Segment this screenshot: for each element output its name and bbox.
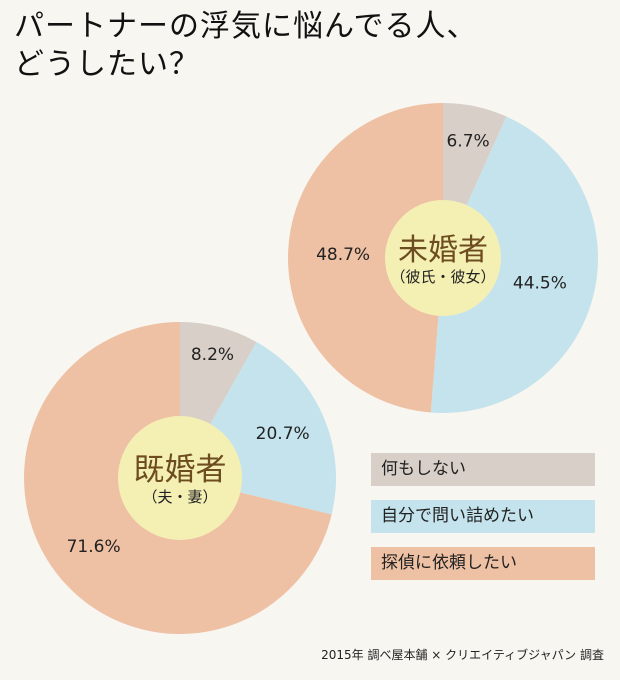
unmarried-center-title: 未婚者 bbox=[398, 233, 488, 268]
title-line-2: どうしたい？ bbox=[14, 47, 200, 82]
unmarried-label-detective: 48.7% bbox=[316, 245, 370, 265]
unmarried-slice-detective bbox=[288, 103, 443, 413]
pie-unmarried: 6.7% 44.5% 48.7% 未婚者（彼氏・彼女） bbox=[288, 103, 598, 413]
married-center-subtitle: （夫・妻） bbox=[142, 488, 217, 506]
unmarried-center-circle bbox=[385, 200, 501, 316]
legend-label-confront: 自分で問い詰めたい bbox=[381, 506, 534, 526]
source-credit: 2015年 調べ屋本舗 × クリエイティブジャパン 調査 bbox=[321, 648, 604, 662]
legend-item-confront: 自分で問い詰めたい bbox=[371, 500, 595, 533]
unmarried-center-subtitle: （彼氏・彼女） bbox=[390, 268, 495, 286]
married-label-detective: 71.6% bbox=[67, 537, 121, 557]
married-center-title: 既婚者 bbox=[134, 452, 227, 488]
married-label-confront: 20.7% bbox=[256, 424, 310, 444]
unmarried-slice-confront bbox=[430, 116, 598, 413]
unmarried-label-confront: 44.5% bbox=[513, 274, 567, 294]
married-label-nothing: 8.2% bbox=[191, 345, 234, 365]
legend-item-nothing: 何もしない bbox=[371, 453, 595, 486]
unmarried-label-nothing: 6.7% bbox=[446, 132, 489, 152]
chart-title: パートナーの浮気に悩んでる人、 どうしたい？ bbox=[14, 8, 478, 84]
pie-married: 8.2% 20.7% 71.6% 既婚者（夫・妻） bbox=[24, 322, 337, 634]
legend-label-nothing: 何もしない bbox=[381, 459, 466, 479]
title-line-1: パートナーの浮気に悩んでる人、 bbox=[14, 9, 478, 44]
legend: 何もしない 自分で問い詰めたい 探偵に依頼したい bbox=[371, 453, 595, 594]
legend-item-detective: 探偵に依頼したい bbox=[371, 547, 595, 580]
married-center-circle bbox=[118, 416, 242, 540]
legend-label-detective: 探偵に依頼したい bbox=[381, 553, 517, 573]
